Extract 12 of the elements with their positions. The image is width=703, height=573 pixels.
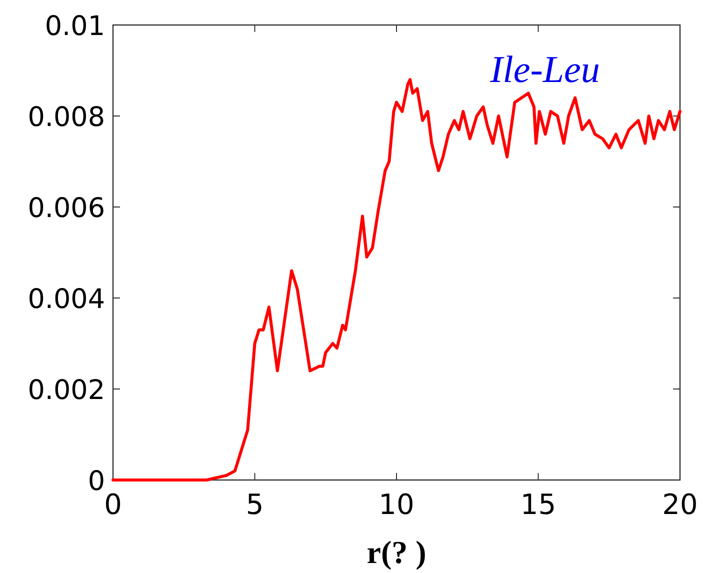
x-axis-title: r(? )	[366, 534, 426, 570]
y-tick-label: 0.006	[28, 193, 105, 224]
x-tick-label: 15	[520, 488, 556, 521]
y-tick-label: 0.01	[44, 11, 105, 42]
y-tick-label: 0.002	[28, 375, 105, 406]
annotation: Ile-Leu	[489, 49, 600, 91]
x-tick-label: 5	[246, 488, 264, 521]
y-tick-label: 0.004	[28, 284, 105, 315]
y-tick-label: 0.008	[28, 102, 105, 133]
y-tick-label: 0	[88, 466, 105, 497]
x-tick-label: 20	[662, 488, 698, 521]
x-tick-label: 10	[378, 488, 414, 521]
